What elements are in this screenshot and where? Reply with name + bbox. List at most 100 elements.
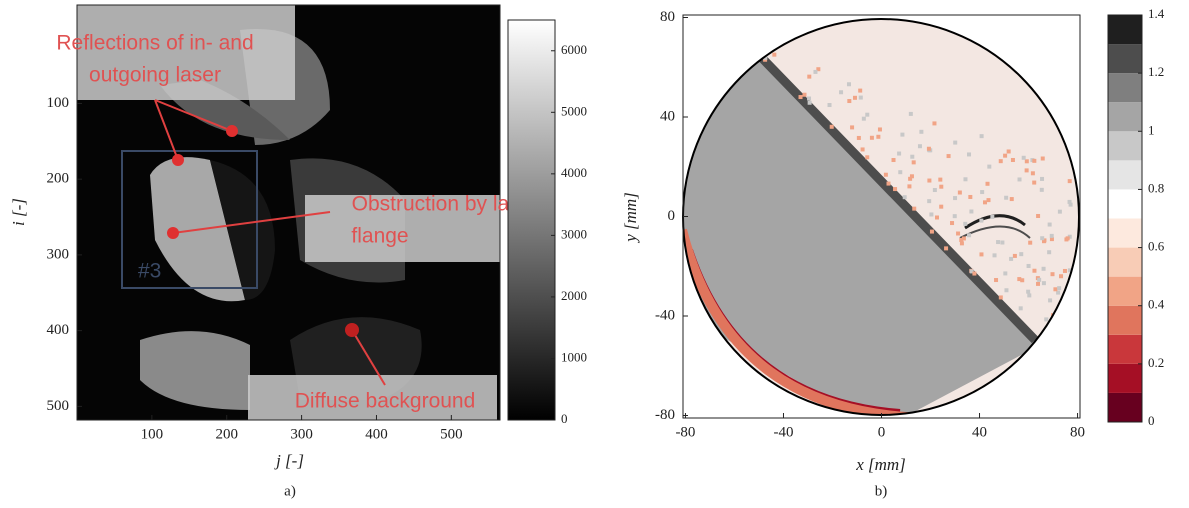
texture [979,252,984,257]
image-b [683,19,1079,415]
texture [961,236,966,241]
texture [969,269,974,274]
colorbar-level [1108,189,1142,219]
texture [847,99,852,104]
texture [990,214,995,219]
y-tick-label: -80 [655,407,675,423]
texture [1009,256,1014,261]
texture [1049,233,1054,238]
annotation: Obstruction by laser [352,193,539,216]
texture [907,184,912,189]
colorbar-level [1108,73,1142,103]
texture [939,204,944,209]
colorbar-tick-label: 0.4 [1148,297,1165,312]
texture [891,158,896,163]
x-axis-label: j [-] [274,451,304,470]
texture [850,125,855,130]
texture [996,240,1001,245]
texture [846,82,851,87]
texture [829,124,834,129]
texture [963,177,968,182]
texture [802,92,807,97]
x-tick-label: 400 [365,426,388,442]
texture [1024,168,1029,173]
texture [952,214,957,219]
texture [1021,155,1026,160]
texture [1026,289,1031,294]
texture [1019,252,1024,257]
colorbar-level [1108,15,1142,45]
x-tick-label: 80 [1070,424,1085,440]
texture [1018,306,1023,311]
colorbar [508,20,555,420]
texture [1067,268,1072,273]
y-tick-label: 500 [47,398,70,414]
colorbar-tick-label: 1.2 [1148,64,1164,79]
axes-a [76,4,501,421]
y-tick-label: -40 [655,307,675,323]
colorbar-level [1108,276,1142,306]
texture [1056,290,1061,295]
texture [827,103,832,108]
texture [1010,157,1015,162]
texture [934,215,939,220]
texture [807,96,812,101]
texture [1050,272,1055,277]
texture [957,190,962,195]
texture [1037,277,1042,282]
texture [1067,199,1072,204]
colorbar-level [1108,392,1142,422]
texture [1059,274,1064,279]
texture [1039,187,1044,192]
x-tick-label: -40 [773,424,793,440]
x-tick-label: 300 [290,426,313,442]
texture [1048,298,1053,303]
texture [900,132,905,137]
texture [1042,238,1047,243]
texture [1000,240,1005,245]
texture [927,178,932,183]
texture [967,152,972,157]
texture [897,151,902,156]
texture [1017,177,1022,182]
colorbar-tick-label: 1000 [561,349,587,364]
texture [912,206,917,211]
texture [1054,317,1059,322]
colorbar-level [1108,363,1142,393]
y-axis-label: i [-] [9,198,28,226]
texture [1006,149,1011,154]
texture [953,140,958,145]
texture [869,135,874,140]
texture [1032,180,1037,185]
texture [946,154,951,159]
texture [1064,237,1069,242]
texture [987,164,992,169]
colorbar-level [1108,102,1142,132]
annotation: Reflections of in- and [56,32,253,55]
y-tick-label: 200 [47,171,70,187]
texture [969,209,974,214]
texture [852,95,857,100]
texture [980,190,985,195]
texture [1032,268,1037,273]
texture [932,188,937,193]
texture [860,147,865,152]
texture [956,231,961,236]
colorbar-tick-label: 5000 [561,103,587,118]
colorbar-tick-label: 6000 [561,42,587,57]
texture [917,144,922,149]
annotation: flange [351,225,408,248]
texture [1068,202,1073,207]
texture [1017,277,1022,282]
texture [1036,281,1041,286]
texture [816,67,821,72]
texture [1047,222,1052,227]
texture [861,116,866,121]
texture [807,100,812,105]
y-tick-label: 300 [47,246,70,262]
texture [1053,287,1058,292]
y-tick-label: 80 [660,9,675,25]
texture [1041,266,1046,271]
texture [877,127,882,132]
